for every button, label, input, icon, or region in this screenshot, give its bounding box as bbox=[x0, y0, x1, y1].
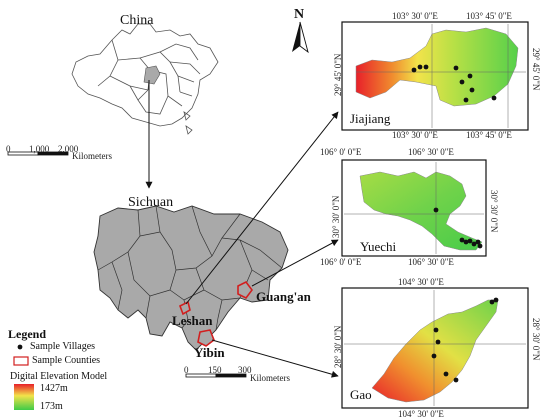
jiajiang-top-tick-0: 103° 30' 0"E bbox=[392, 11, 438, 21]
gao-left-tick-0: 28° 30' 0"N bbox=[333, 325, 343, 368]
gao-villages bbox=[431, 297, 499, 383]
sichuan-scale-tick-1: 150 bbox=[208, 365, 222, 375]
gao-right-tick-0: 28° 30' 0"N bbox=[531, 318, 541, 361]
china-scale-tick-0: 0 bbox=[6, 144, 11, 154]
sichuan-scale-unit: Kilometers bbox=[250, 373, 290, 383]
label-sichuan: Sichuan bbox=[128, 195, 174, 210]
legend-dem-max: 1427m bbox=[40, 383, 68, 394]
yuechi-villages bbox=[433, 207, 483, 249]
china-scale-unit: Kilometers bbox=[72, 151, 112, 161]
gao-top-tick-0: 104° 30' 0"E bbox=[398, 277, 444, 287]
gao-bottom-tick-0: 104° 30' 0"E bbox=[398, 409, 444, 419]
panel-yuechi-name: Yuechi bbox=[360, 239, 397, 254]
legend-villages-label: Sample Villages bbox=[30, 341, 96, 352]
jiajiang-bottom-tick-0: 103° 30' 0"E bbox=[392, 130, 438, 140]
legend-dem-title: Digital Elevation Model bbox=[10, 371, 108, 382]
connector-arrows bbox=[185, 111, 339, 378]
yuechi-bottom-tick-1: 106° 30' 0"E bbox=[408, 257, 454, 267]
china-scale-bar bbox=[7, 151, 69, 156]
legend-title: Legend bbox=[8, 327, 47, 341]
legend-county-symbol bbox=[13, 356, 29, 366]
county-yuechi bbox=[237, 280, 253, 300]
panel-jiajiang-name: Jiajiang bbox=[350, 111, 391, 126]
legend-counties-label: Sample Counties bbox=[32, 355, 101, 366]
sichuan-scale-tick-0: 0 bbox=[184, 365, 189, 375]
yuechi-top-tick-1: 106° 30' 0"E bbox=[408, 147, 454, 157]
sichuan-scale-tick-2: 300 bbox=[238, 365, 252, 375]
label-guangan: Guang'an bbox=[256, 289, 311, 304]
yuechi-top-tick-0: 106° 0' 0"E bbox=[320, 147, 362, 157]
yuechi-right-tick-0: 30° 30' 0"N bbox=[489, 190, 499, 233]
china-scale-tick-1: 1,000 bbox=[29, 144, 50, 154]
china-sichuan-highlight bbox=[143, 65, 161, 85]
legend-dem-ramp bbox=[14, 384, 34, 410]
sample-county-outlines bbox=[178, 280, 253, 347]
jiajiang-villages bbox=[411, 64, 497, 103]
jiajiang-top-tick-1: 103° 45' 0"E bbox=[466, 11, 512, 21]
county-jiajiang bbox=[178, 300, 191, 316]
jiajiang-left-tick-0: 29° 45' 0"N bbox=[333, 53, 343, 96]
label-leshan: Leshan bbox=[172, 313, 213, 328]
legend-symbols bbox=[13, 344, 34, 410]
legend-dem-min: 173m bbox=[40, 401, 63, 412]
yuechi-bottom-tick-0: 106° 0' 0"E bbox=[320, 257, 362, 267]
north-arrow bbox=[292, 21, 309, 54]
yuechi-left-tick-0: 30° 30' 0"N bbox=[331, 195, 341, 238]
label-china: China bbox=[120, 13, 154, 28]
county-gao bbox=[197, 329, 215, 347]
north-label: N bbox=[294, 7, 305, 22]
arrow-to-gao bbox=[211, 339, 339, 378]
label-yibin: Yibin bbox=[194, 345, 225, 360]
jiajiang-right-tick-0: 29° 45' 0"N bbox=[531, 48, 541, 91]
panel-gao bbox=[341, 287, 529, 409]
sichuan-map bbox=[93, 205, 289, 351]
arrow-to-jiajiang bbox=[185, 111, 339, 305]
panel-gao-name: Gao bbox=[350, 387, 372, 402]
jiajiang-bottom-tick-1: 103° 45' 0"E bbox=[466, 130, 512, 140]
sichuan-scale-bar bbox=[185, 373, 247, 378]
arrow-to-yuechi bbox=[251, 239, 339, 287]
china-scale-tick-2: 2,000 bbox=[58, 144, 79, 154]
legend-village-symbol bbox=[17, 344, 23, 350]
panel-yuechi bbox=[341, 159, 487, 257]
